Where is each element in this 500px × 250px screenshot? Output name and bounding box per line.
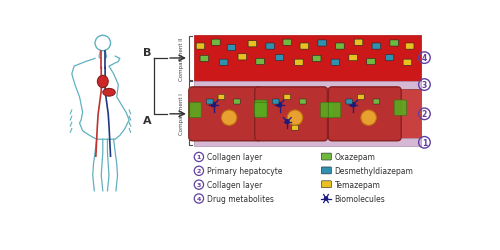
FancyBboxPatch shape <box>275 55 284 62</box>
FancyBboxPatch shape <box>266 44 274 50</box>
FancyBboxPatch shape <box>220 60 228 66</box>
FancyBboxPatch shape <box>372 44 380 50</box>
FancyBboxPatch shape <box>200 56 208 62</box>
Text: Temazepam: Temazepam <box>334 180 380 190</box>
FancyBboxPatch shape <box>320 103 333 118</box>
Circle shape <box>350 103 356 108</box>
Bar <box>194 139 420 146</box>
FancyBboxPatch shape <box>358 95 364 100</box>
FancyBboxPatch shape <box>248 42 256 48</box>
Circle shape <box>361 110 376 126</box>
Bar <box>194 82 420 90</box>
Text: 3: 3 <box>422 81 427 90</box>
FancyBboxPatch shape <box>349 55 358 62</box>
FancyBboxPatch shape <box>206 100 213 104</box>
Text: 4: 4 <box>422 54 427 63</box>
Text: 3: 3 <box>196 182 201 188</box>
FancyBboxPatch shape <box>212 40 220 46</box>
FancyBboxPatch shape <box>300 100 306 104</box>
Text: Biomolecules: Biomolecules <box>334 194 386 203</box>
FancyBboxPatch shape <box>346 100 352 104</box>
Text: Collagen layer: Collagen layer <box>206 153 262 162</box>
Text: 1: 1 <box>422 138 427 147</box>
FancyBboxPatch shape <box>189 88 262 141</box>
FancyBboxPatch shape <box>373 100 380 104</box>
Text: Desmethyldiazepam: Desmethyldiazepam <box>334 167 413 175</box>
Ellipse shape <box>103 89 115 97</box>
Circle shape <box>277 103 282 108</box>
Text: Primary hepatocyte: Primary hepatocyte <box>206 167 282 175</box>
FancyBboxPatch shape <box>234 100 240 104</box>
FancyBboxPatch shape <box>312 56 321 62</box>
Text: Oxazepam: Oxazepam <box>334 153 376 162</box>
Text: Collagen layer: Collagen layer <box>206 180 262 190</box>
FancyBboxPatch shape <box>254 103 267 118</box>
Bar <box>194 90 420 139</box>
FancyBboxPatch shape <box>366 59 375 65</box>
FancyBboxPatch shape <box>300 44 308 50</box>
FancyBboxPatch shape <box>328 88 401 141</box>
Text: A: A <box>143 116 152 126</box>
FancyBboxPatch shape <box>390 41 398 47</box>
FancyBboxPatch shape <box>189 103 201 118</box>
FancyBboxPatch shape <box>386 55 394 62</box>
Circle shape <box>222 110 237 126</box>
Circle shape <box>211 103 216 108</box>
Text: Compartment I: Compartment I <box>178 93 184 135</box>
FancyBboxPatch shape <box>406 44 414 50</box>
FancyBboxPatch shape <box>336 44 344 50</box>
FancyBboxPatch shape <box>354 40 363 46</box>
Text: 1: 1 <box>196 155 201 160</box>
Text: 2: 2 <box>196 169 201 173</box>
FancyBboxPatch shape <box>254 100 267 116</box>
FancyBboxPatch shape <box>283 40 292 46</box>
FancyBboxPatch shape <box>272 100 279 104</box>
FancyBboxPatch shape <box>284 95 290 100</box>
FancyBboxPatch shape <box>196 44 204 50</box>
FancyBboxPatch shape <box>322 154 332 160</box>
FancyBboxPatch shape <box>256 59 264 65</box>
FancyBboxPatch shape <box>394 100 406 116</box>
FancyBboxPatch shape <box>403 60 411 66</box>
Circle shape <box>285 120 290 124</box>
FancyBboxPatch shape <box>318 41 326 47</box>
FancyBboxPatch shape <box>218 95 224 100</box>
FancyBboxPatch shape <box>238 54 246 61</box>
FancyBboxPatch shape <box>328 103 340 118</box>
FancyBboxPatch shape <box>322 167 332 174</box>
Ellipse shape <box>98 76 108 88</box>
Bar <box>194 36 420 82</box>
Text: Drug metabolites: Drug metabolites <box>206 194 274 203</box>
Text: 2: 2 <box>422 110 427 119</box>
FancyBboxPatch shape <box>294 60 303 66</box>
FancyBboxPatch shape <box>322 181 332 188</box>
FancyBboxPatch shape <box>292 126 298 131</box>
Text: B: B <box>143 48 152 58</box>
FancyBboxPatch shape <box>331 60 340 66</box>
FancyBboxPatch shape <box>227 45 235 52</box>
Text: Compartment II: Compartment II <box>178 37 184 80</box>
Circle shape <box>287 110 303 126</box>
FancyBboxPatch shape <box>254 88 328 141</box>
Circle shape <box>324 196 328 201</box>
Text: 4: 4 <box>196 196 201 201</box>
